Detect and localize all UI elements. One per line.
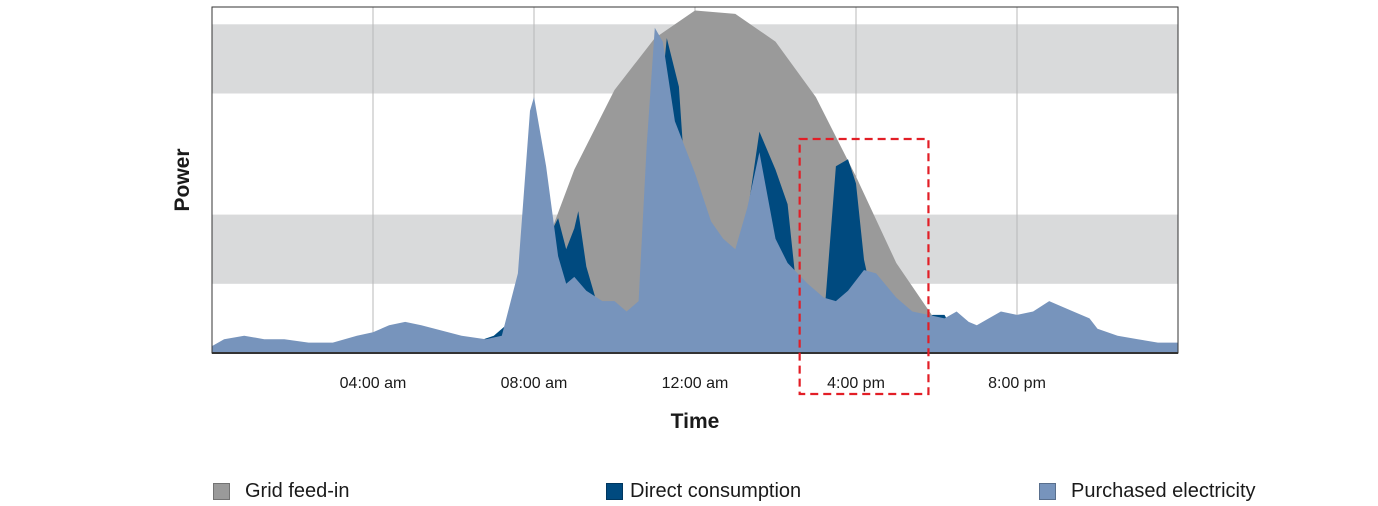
x-tick-label-20: 8:00 pm <box>988 375 1046 392</box>
legend-swatch-direct-consumption <box>606 482 623 500</box>
area-purchased-electricity <box>212 27 1178 354</box>
area-series <box>212 10 1178 354</box>
x-tick-label-16: 4:00 pm <box>827 375 885 392</box>
legend-label-purchased-electricity: Purchased electricity <box>1071 479 1256 502</box>
x-tick-labels: 04:00 am 08:00 am 12:00 am 4:00 pm 8:00 pm <box>340 375 1046 392</box>
legend-swatch-grid-feed-in <box>213 482 230 500</box>
legend-item-purchased-electricity: Purchased electricity <box>1039 479 1256 503</box>
legend-item-grid-feed-in: Grid feed-in <box>213 479 350 503</box>
legend-label-grid-feed-in: Grid feed-in <box>245 479 350 502</box>
x-axis-label: Time <box>671 410 720 433</box>
legend-item-direct-consumption: Direct consumption <box>606 479 801 503</box>
x-tick-label-12: 12:00 am <box>662 375 729 392</box>
x-tick-label-8: 08:00 am <box>501 375 568 392</box>
y-axis-label: Power <box>171 148 194 211</box>
power-chart: 04:00 am 08:00 am 12:00 am 4:00 pm 8:00 pm T… <box>171 6 1179 433</box>
legend-label-direct-consumption: Direct consumption <box>630 479 802 502</box>
x-tick-label-4: 04:00 am <box>340 375 407 392</box>
legend-swatch-purchased-electricity <box>1039 482 1056 500</box>
highlight-box <box>798 137 930 396</box>
